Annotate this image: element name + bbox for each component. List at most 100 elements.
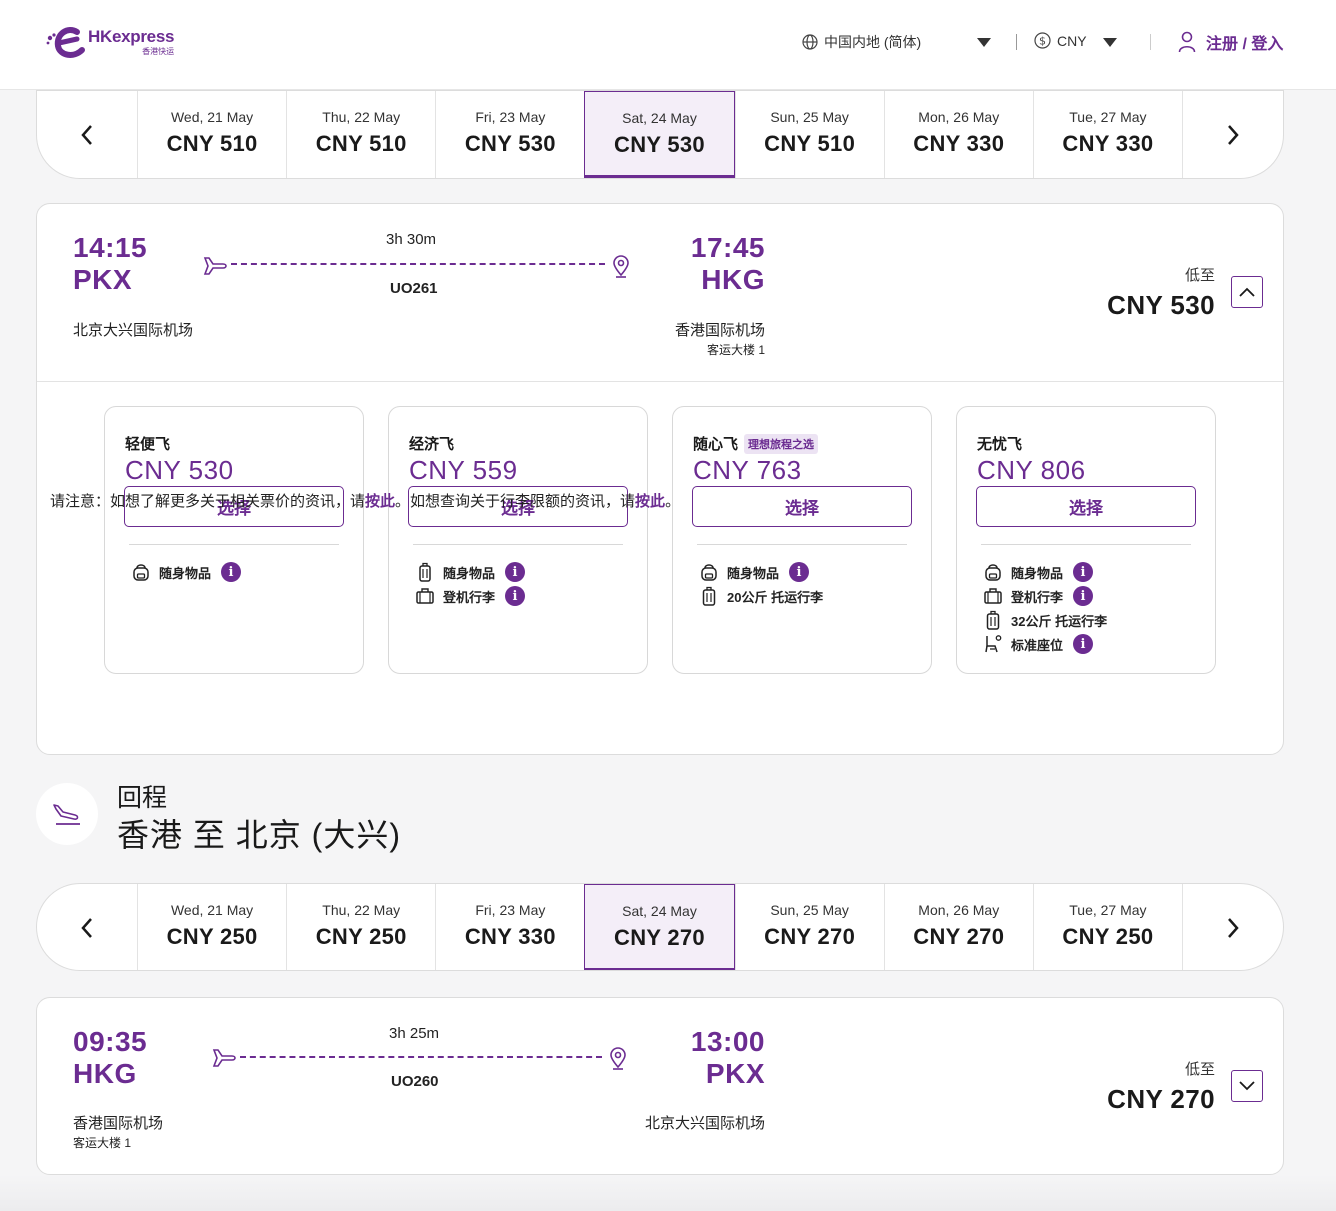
from-label: 低至 [1184, 1061, 1215, 1078]
date-option[interactable]: Wed, 21 May CNY 510 [137, 91, 286, 178]
fare-info-link[interactable]: 按此 [365, 493, 396, 510]
arrival-time: 17:45 [690, 232, 765, 263]
departure-code: HKG [73, 1058, 137, 1089]
checked-bag-icon [983, 610, 1003, 630]
fare-name: 无忧飞 [977, 436, 1023, 453]
info-icon[interactable]: i [221, 562, 242, 582]
checked-bag-icon [699, 586, 719, 606]
return-title: 香港 至 北京 (大兴) [117, 817, 401, 853]
header-divider [1150, 34, 1151, 50]
collapse-toggle-button[interactable] [1231, 276, 1263, 308]
info-icon[interactable]: i [789, 562, 810, 582]
seat-icon [983, 634, 1003, 654]
select-fare-button[interactable]: 选择 [408, 486, 628, 527]
location-pin-icon [613, 255, 629, 278]
previous-dates-button[interactable] [37, 884, 137, 970]
date-option[interactable]: Fri, 23 May CNY 330 [435, 884, 584, 970]
return-subtitle: 回程 [117, 784, 168, 812]
departure-time: 14:15 [73, 232, 148, 263]
site-header: HKexpress 香港快运 中国内地 (简体) $ CNY [0, 0, 1336, 90]
flight-number: UO260 [391, 1073, 439, 1090]
fare-name: 轻便飞 [125, 436, 171, 453]
fare-card: 无忧飞 CNY 806 选择 随身物品 i 登机行李 i 32公斤 托运行李 标准座位 i [956, 406, 1216, 674]
date-option[interactable]: Sun, 25 May CNY 270 [734, 884, 884, 970]
from-label: 低至 [1184, 267, 1215, 284]
hkexpress-logo[interactable]: HKexpress 香港快运 [44, 24, 174, 60]
user-icon [1178, 31, 1196, 53]
date-option[interactable]: Tue, 27 May CNY 250 [1032, 884, 1183, 970]
date-option[interactable]: Mon, 26 May CNY 270 [883, 884, 1033, 970]
date-label: Wed, 21 May [170, 902, 254, 918]
date-label: Mon, 26 May [918, 902, 1000, 918]
plane-landing-icon [53, 804, 80, 825]
backpack-icon [983, 562, 1003, 582]
select-fare-button[interactable]: 选择 [692, 486, 912, 527]
arrival-terminal: 客运大楼 1 [706, 343, 765, 357]
return-flight-card: 09:35 HKG 香港国际机场 客运大楼 1 3h 25m UO260 13:… [36, 997, 1284, 1175]
arrival-airport: 北京大兴国际机场 [644, 1115, 765, 1132]
info-icon[interactable]: i [1073, 562, 1094, 582]
departure-time: 09:35 [73, 1026, 148, 1057]
flight-duration: 3h 30m [386, 231, 437, 248]
date-option[interactable]: Sat, 24 May CNY 530 [584, 91, 735, 178]
return-date-cells: Wed, 21 May CNY 250 Thu, 22 May CNY 250 Fri,… [137, 884, 1183, 970]
date-option[interactable]: Sat, 24 May CNY 270 [584, 884, 735, 970]
flight-duration: 3h 25m [389, 1025, 440, 1042]
date-label: Sun, 25 May [770, 902, 849, 918]
flight-number: UO261 [390, 280, 438, 297]
logo-wordmark: HKexpress [88, 26, 175, 46]
date-price: CNY 250 [166, 924, 258, 949]
date-label: Wed, 21 May [170, 109, 254, 125]
info-icon[interactable]: i [1073, 634, 1094, 654]
fare-price: CNY 530 [125, 455, 234, 485]
route-line [240, 1056, 602, 1058]
date-price: CNY 270 [913, 924, 1005, 949]
chevron-right-icon [1228, 918, 1239, 938]
date-price: CNY 330 [1062, 131, 1154, 156]
lowest-price: CNY 270 [1107, 1084, 1215, 1114]
login-register-button[interactable]: 注册 / 登入 [1178, 30, 1283, 54]
date-price: CNY 270 [764, 924, 856, 949]
fare-card: 经济飞 CNY 559 选择 随身物品 i 登机行李 i [388, 406, 648, 674]
fare-feature: 登机行李 i [415, 585, 526, 607]
date-option[interactable]: Thu, 22 May CNY 250 [286, 884, 435, 970]
fare-divider [981, 544, 1191, 545]
language-selector[interactable]: 中国内地 (简体) [802, 32, 921, 52]
date-option[interactable]: Wed, 21 May CNY 250 [137, 884, 286, 970]
date-option[interactable]: Thu, 22 May CNY 510 [286, 91, 435, 178]
previous-dates-button[interactable] [37, 91, 137, 178]
date-option[interactable]: Fri, 23 May CNY 530 [435, 91, 584, 178]
date-label: Tue, 27 May [1069, 902, 1147, 918]
next-dates-button[interactable] [1183, 884, 1283, 970]
chevron-left-icon [81, 125, 92, 145]
fare-price: CNY 763 [693, 455, 802, 485]
info-icon[interactable]: i [505, 562, 526, 582]
next-dates-button[interactable] [1183, 91, 1283, 178]
arrival-airport: 香港国际机场 [674, 322, 765, 339]
select-fare-button[interactable]: 选择 [976, 486, 1196, 527]
info-icon[interactable]: i [1073, 586, 1094, 606]
info-icon[interactable]: i [505, 586, 526, 606]
date-option[interactable]: Sun, 25 May CNY 510 [734, 91, 884, 178]
dollar-coin-icon: $ [1034, 32, 1051, 49]
fare-feature: 随身物品 i [983, 561, 1094, 583]
currency-dropdown-icon[interactable] [1103, 38, 1117, 47]
carry-on-icon [415, 562, 435, 582]
select-fare-button[interactable]: 选择 [124, 486, 344, 527]
date-label: Sat, 24 May [622, 109, 697, 126]
baggage-info-link[interactable]: 按此 [635, 493, 666, 510]
date-label: Fri, 23 May [475, 109, 546, 125]
date-label: Sun, 25 May [770, 109, 849, 125]
chevron-up-icon [1239, 287, 1255, 297]
currency-selector[interactable]: $ CNY [1034, 32, 1087, 49]
fare-feature: 随身物品 i [415, 561, 526, 583]
date-price: CNY 330 [464, 924, 556, 949]
date-option[interactable]: Mon, 26 May CNY 330 [883, 91, 1033, 178]
date-label: Thu, 22 May [322, 109, 401, 125]
expand-toggle-button[interactable] [1231, 1070, 1263, 1102]
fare-name: 随心飞 理想旅程之选 [693, 433, 819, 454]
route-line [231, 263, 605, 265]
date-option[interactable]: Tue, 27 May CNY 330 [1032, 91, 1183, 178]
language-dropdown-icon[interactable] [977, 38, 991, 47]
